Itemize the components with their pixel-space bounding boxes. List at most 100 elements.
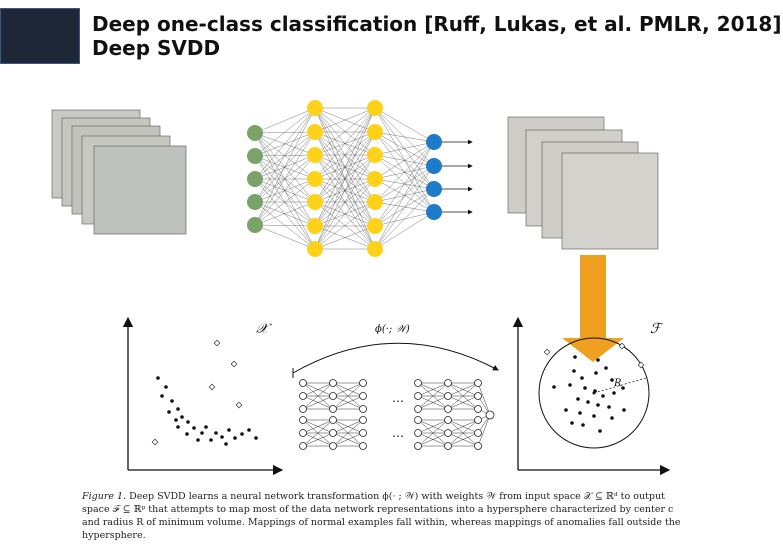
normal-point [227, 428, 231, 432]
anomaly-point [235, 401, 243, 409]
normal-point [180, 415, 184, 419]
caption-label: Figure 1. [82, 491, 127, 502]
small-net-node [329, 379, 337, 387]
small-net-node [299, 442, 307, 450]
mapped-normal-point [604, 366, 608, 370]
small-net-node [474, 405, 482, 413]
radius-line [593, 377, 647, 394]
small-net-node [414, 429, 422, 437]
arrow-shaft [580, 255, 606, 340]
normal-point [204, 425, 208, 429]
hidden1-neuron [307, 218, 323, 234]
small-net-node [444, 442, 452, 450]
hypersphere [538, 337, 650, 449]
small-net-node [414, 416, 422, 424]
mapped-anomaly-point [543, 348, 551, 356]
mapped-normal-point [552, 385, 556, 389]
small-net-node [329, 442, 337, 450]
hidden2-neuron [367, 124, 383, 140]
hidden2-neuron [367, 218, 383, 234]
radius-label: R [613, 378, 622, 389]
input-image-stack [51, 109, 187, 235]
hidden1-neuron [307, 124, 323, 140]
small-net-node [414, 442, 422, 450]
input-neuron [247, 194, 263, 210]
mapped-normal-point [622, 408, 626, 412]
mapped-normal-point [596, 358, 600, 362]
normal-point [247, 428, 251, 432]
orange-down-arrow [562, 255, 624, 362]
center-point [592, 391, 596, 395]
normal-point [186, 420, 190, 424]
small-net-node [474, 416, 482, 424]
hidden1-neuron [307, 147, 323, 163]
mapped-normal-point [580, 376, 584, 380]
arrow-head [562, 338, 624, 362]
figure-caption: Figure 1. Deep SVDD learns a neural netw… [82, 490, 682, 542]
normal-point [220, 435, 224, 439]
normal-point [233, 436, 237, 440]
normal-point [214, 431, 218, 435]
small-net-node [299, 405, 307, 413]
mapping-arrow: ϕ(·; 𝒲) [292, 324, 499, 378]
title-line-1: Deep one-class classification [Ruff, Luk… [92, 12, 782, 36]
mapped-normal-point [612, 391, 616, 395]
network-ellipsis-top: ⋯ [392, 394, 404, 408]
mapped-normal-point [576, 397, 580, 401]
output-image-4 [561, 152, 659, 250]
hidden2-neuron [367, 147, 383, 163]
mapped-normal-point [601, 394, 605, 398]
small-net-node [359, 429, 367, 437]
normal-point [176, 407, 180, 411]
normal-point [200, 431, 204, 435]
output-space-plot: ℱ R [512, 316, 671, 476]
input-image-5 [93, 145, 187, 235]
caption-text: Deep SVDD learns a neural network transf… [82, 491, 681, 541]
hidden1-neuron [307, 100, 323, 116]
normal-point [240, 432, 244, 436]
mapped-anomaly-point [618, 342, 626, 350]
mapped-normal-point [564, 408, 568, 412]
small-network-diagram [299, 379, 495, 450]
small-net-node [359, 416, 367, 424]
normal-point [176, 425, 180, 429]
mapped-normal-point [572, 369, 576, 373]
small-net-node [329, 405, 337, 413]
small-net-node [299, 416, 307, 424]
hidden1-neuron [307, 241, 323, 257]
output-neuron [426, 134, 442, 150]
small-net-node [444, 405, 452, 413]
anomaly-point [213, 339, 221, 347]
small-net-node [329, 429, 337, 437]
small-net-node [474, 392, 482, 400]
mapped-normal-point [570, 421, 574, 425]
small-net-output-node [485, 410, 495, 420]
small-net-node [359, 379, 367, 387]
mapped-normal-point [594, 371, 598, 375]
normal-point [192, 426, 196, 430]
small-net-node [329, 416, 337, 424]
small-net-node [299, 429, 307, 437]
small-net-node [444, 416, 452, 424]
hidden1-neuron [307, 194, 323, 210]
output-image-stack [507, 116, 659, 250]
title-line-2: Deep SVDD [92, 36, 221, 60]
small-net-node [474, 379, 482, 387]
normal-point [254, 436, 258, 440]
small-net-node [444, 392, 452, 400]
input-neuron [247, 171, 263, 187]
hidden1-neuron [307, 171, 323, 187]
hidden2-neuron [367, 194, 383, 210]
output-points [543, 342, 645, 433]
small-net-node [299, 392, 307, 400]
small-net-node [299, 379, 307, 387]
normal-point [156, 376, 160, 380]
anomaly-point [151, 438, 159, 446]
mapped-normal-point [598, 429, 602, 433]
slide-title: Deep one-class classification [Ruff, Luk… [92, 12, 782, 60]
input-points [151, 339, 258, 446]
mapped-normal-point [621, 386, 625, 390]
small-net-node [329, 392, 337, 400]
mapping-label: ϕ(·; 𝒲) [375, 324, 410, 335]
